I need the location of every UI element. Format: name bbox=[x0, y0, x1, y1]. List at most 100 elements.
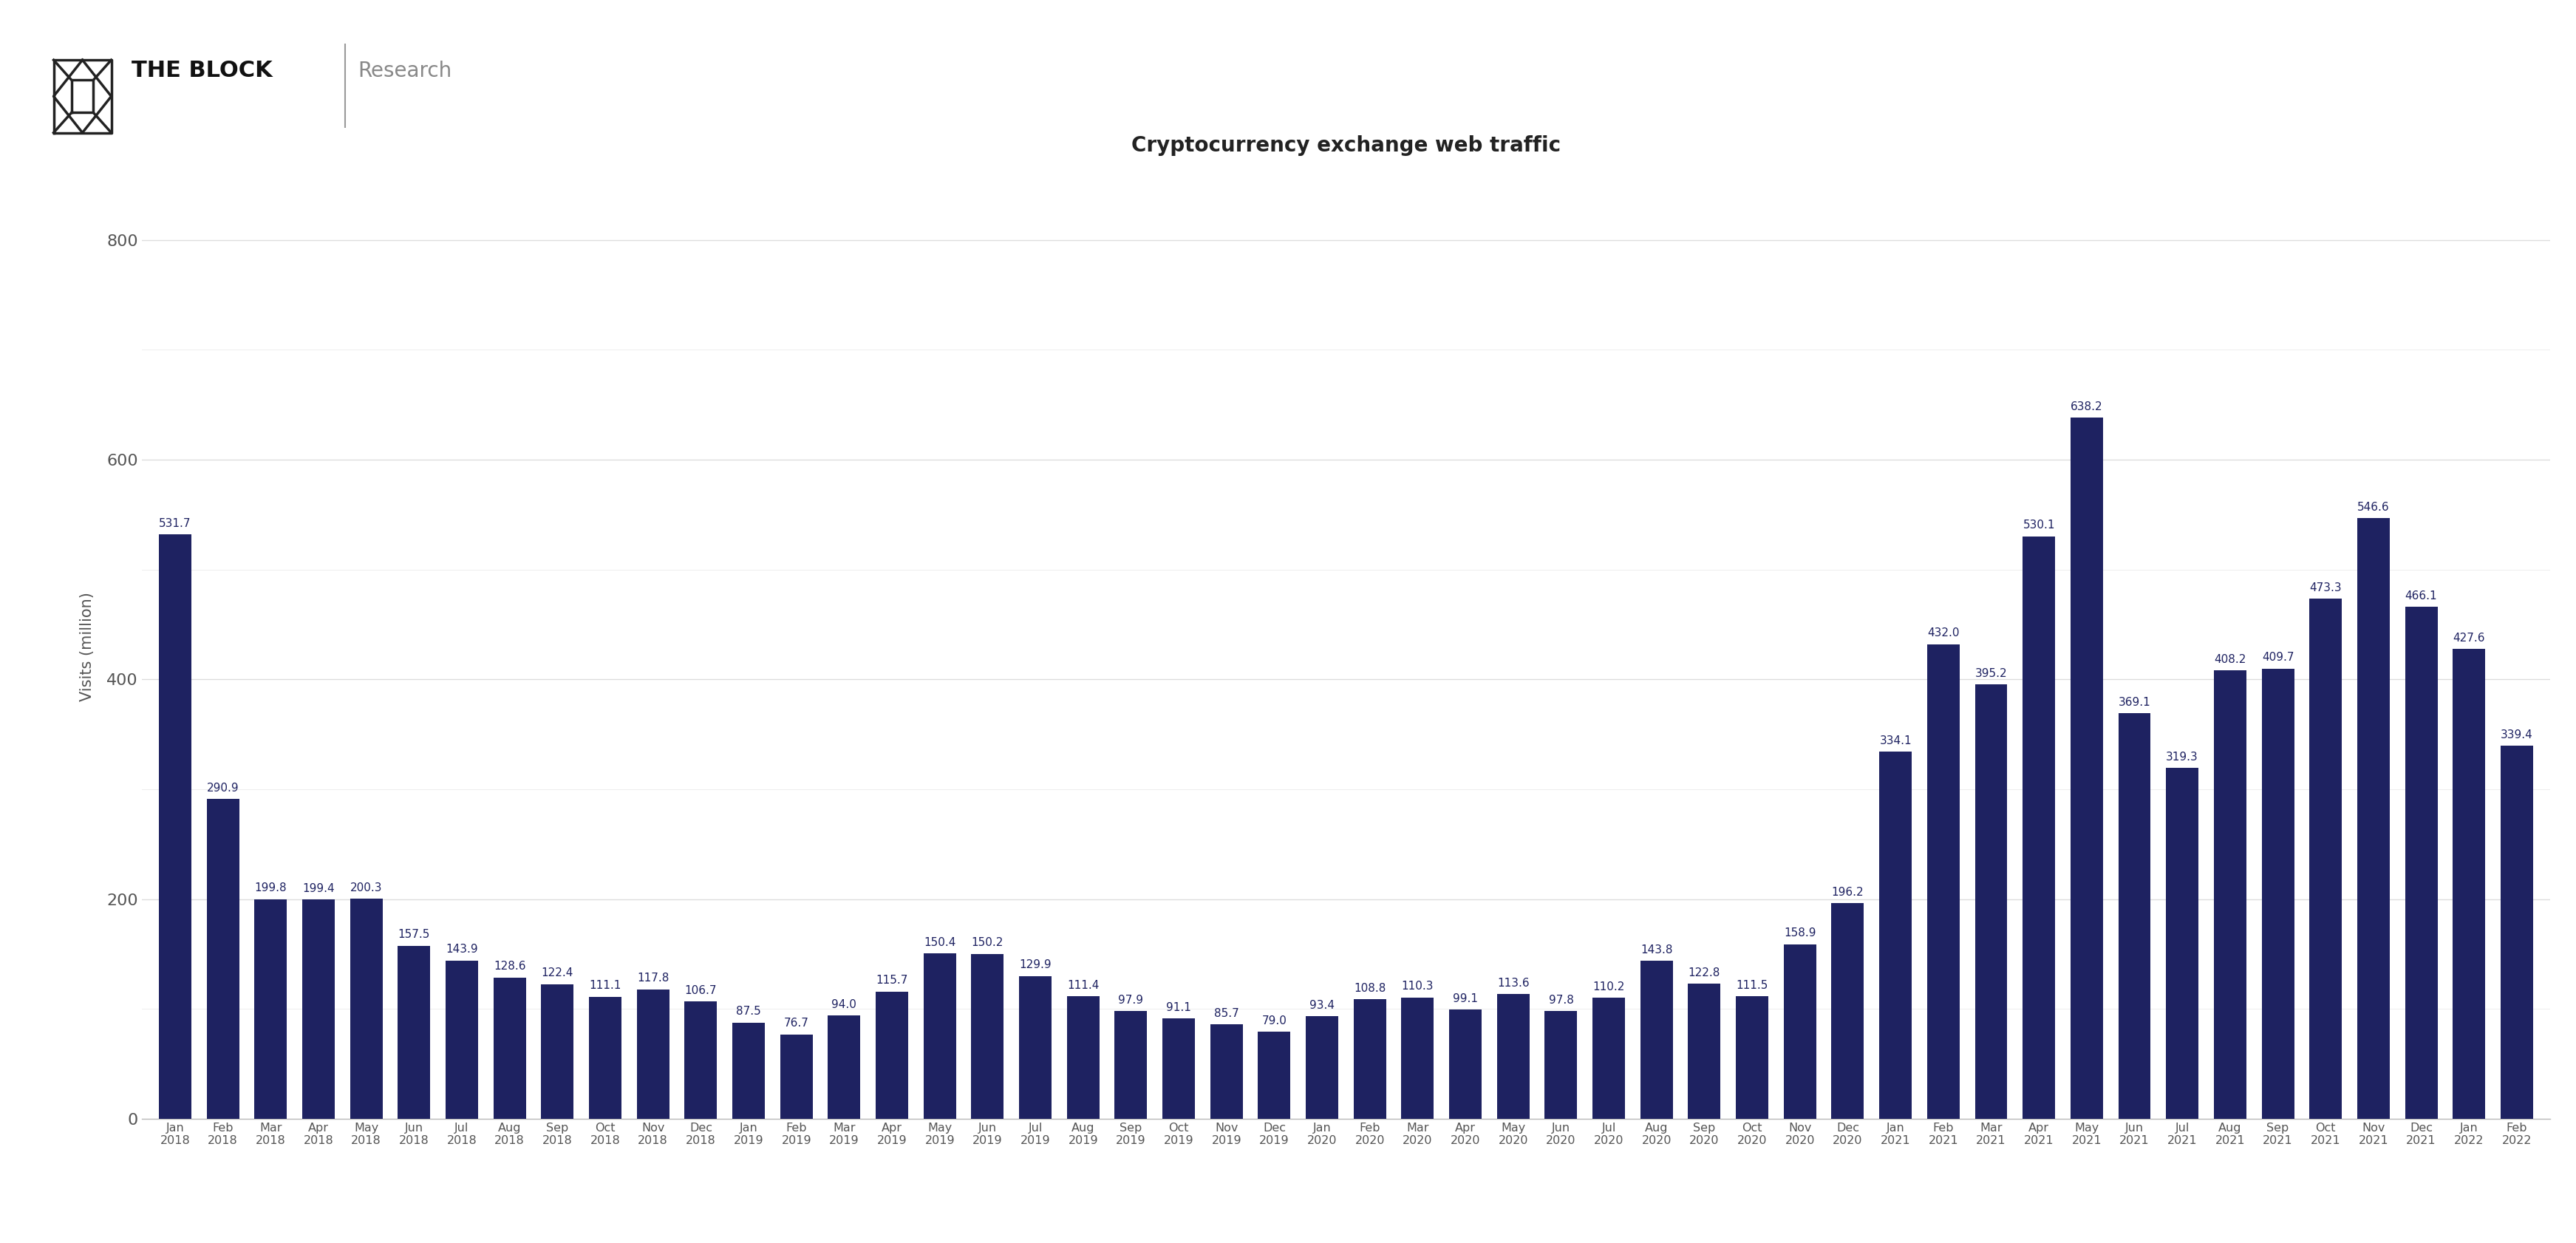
Text: 199.8: 199.8 bbox=[255, 883, 286, 894]
Bar bbox=[397, 946, 430, 1119]
Text: 143.8: 143.8 bbox=[1641, 945, 1672, 956]
Text: Research: Research bbox=[358, 61, 453, 81]
Bar bbox=[876, 992, 909, 1119]
Text: 128.6: 128.6 bbox=[495, 961, 526, 972]
Bar bbox=[1641, 961, 1672, 1119]
Text: 111.4: 111.4 bbox=[1066, 979, 1100, 991]
Text: 110.3: 110.3 bbox=[1401, 981, 1435, 992]
Text: 200.3: 200.3 bbox=[350, 883, 381, 894]
Text: 79.0: 79.0 bbox=[1262, 1016, 1288, 1027]
Bar bbox=[2022, 537, 2056, 1119]
Bar bbox=[1687, 983, 1721, 1119]
Text: 339.4: 339.4 bbox=[2501, 730, 2532, 741]
Text: 94.0: 94.0 bbox=[832, 999, 858, 1011]
Text: 143.9: 143.9 bbox=[446, 943, 479, 955]
Bar bbox=[2357, 518, 2391, 1119]
Text: 199.4: 199.4 bbox=[301, 883, 335, 894]
Bar bbox=[1450, 1009, 1481, 1119]
Text: 531.7: 531.7 bbox=[160, 518, 191, 530]
Text: 106.7: 106.7 bbox=[685, 984, 716, 996]
Text: 473.3: 473.3 bbox=[2311, 582, 2342, 593]
Bar bbox=[781, 1034, 811, 1119]
Bar bbox=[2308, 599, 2342, 1119]
Text: THE BLOCK: THE BLOCK bbox=[131, 60, 273, 82]
Text: 157.5: 157.5 bbox=[399, 929, 430, 940]
Bar bbox=[971, 953, 1005, 1119]
Bar bbox=[2452, 649, 2486, 1119]
Text: 113.6: 113.6 bbox=[1497, 977, 1530, 988]
Bar bbox=[1257, 1032, 1291, 1119]
Text: 87.5: 87.5 bbox=[737, 1006, 760, 1017]
Text: 111.5: 111.5 bbox=[1736, 979, 1767, 991]
Bar bbox=[255, 899, 286, 1119]
Text: 290.9: 290.9 bbox=[206, 783, 240, 794]
Text: 108.8: 108.8 bbox=[1355, 983, 1386, 993]
Bar bbox=[1306, 1016, 1340, 1119]
Bar bbox=[301, 900, 335, 1119]
Bar bbox=[732, 1023, 765, 1119]
Text: 427.6: 427.6 bbox=[2452, 633, 2486, 644]
Bar bbox=[1592, 998, 1625, 1119]
Bar bbox=[1497, 994, 1530, 1119]
Text: 93.4: 93.4 bbox=[1309, 999, 1334, 1011]
Bar bbox=[2213, 670, 2246, 1119]
Text: 466.1: 466.1 bbox=[2406, 590, 2437, 602]
Text: 76.7: 76.7 bbox=[783, 1018, 809, 1029]
Y-axis label: Visits (million): Visits (million) bbox=[80, 592, 95, 701]
Text: 97.9: 97.9 bbox=[1118, 994, 1144, 1006]
Text: 395.2: 395.2 bbox=[1976, 667, 2007, 679]
Bar bbox=[2406, 607, 2437, 1119]
Text: 530.1: 530.1 bbox=[2022, 520, 2056, 531]
Bar bbox=[1401, 998, 1435, 1119]
Bar bbox=[636, 989, 670, 1119]
Bar bbox=[2501, 746, 2532, 1119]
Bar bbox=[1020, 976, 1051, 1119]
Bar bbox=[206, 799, 240, 1119]
Bar bbox=[1783, 945, 1816, 1119]
Text: 91.1: 91.1 bbox=[1167, 1002, 1190, 1013]
Bar bbox=[1162, 1018, 1195, 1119]
Text: 111.1: 111.1 bbox=[590, 979, 621, 991]
Bar bbox=[1880, 752, 1911, 1119]
Text: 97.8: 97.8 bbox=[1548, 994, 1574, 1006]
Text: 115.7: 115.7 bbox=[876, 975, 907, 986]
Text: 432.0: 432.0 bbox=[1927, 628, 1960, 639]
Text: 638.2: 638.2 bbox=[2071, 401, 2102, 413]
Bar bbox=[1736, 996, 1767, 1119]
Bar bbox=[1832, 904, 1865, 1119]
Bar bbox=[2117, 713, 2151, 1119]
Bar bbox=[1211, 1024, 1242, 1119]
Text: 129.9: 129.9 bbox=[1020, 960, 1051, 971]
Text: 122.4: 122.4 bbox=[541, 967, 574, 978]
Text: 117.8: 117.8 bbox=[636, 973, 670, 983]
Bar bbox=[1066, 997, 1100, 1119]
Bar bbox=[446, 961, 479, 1119]
Bar bbox=[2071, 418, 2102, 1119]
Bar bbox=[2166, 768, 2197, 1119]
Bar bbox=[160, 534, 191, 1119]
Text: 110.2: 110.2 bbox=[1592, 981, 1625, 992]
Text: 196.2: 196.2 bbox=[1832, 886, 1865, 897]
Text: 158.9: 158.9 bbox=[1785, 927, 1816, 938]
Bar bbox=[1927, 644, 1960, 1119]
Title: Cryptocurrency exchange web traffic: Cryptocurrency exchange web traffic bbox=[1131, 135, 1561, 155]
Text: 319.3: 319.3 bbox=[2166, 751, 2197, 762]
Text: 150.4: 150.4 bbox=[925, 937, 956, 948]
Text: 369.1: 369.1 bbox=[2117, 696, 2151, 707]
Text: 409.7: 409.7 bbox=[2262, 653, 2293, 664]
Bar bbox=[541, 984, 574, 1119]
Bar bbox=[827, 1016, 860, 1119]
Text: 122.8: 122.8 bbox=[1687, 967, 1721, 978]
Text: 408.2: 408.2 bbox=[2213, 654, 2246, 665]
Text: 334.1: 334.1 bbox=[1880, 735, 1911, 746]
Bar bbox=[350, 899, 381, 1119]
Text: 85.7: 85.7 bbox=[1213, 1008, 1239, 1019]
Bar bbox=[1352, 999, 1386, 1119]
Text: 99.1: 99.1 bbox=[1453, 993, 1479, 1004]
Text: 546.6: 546.6 bbox=[2357, 502, 2391, 513]
Bar bbox=[1976, 685, 2007, 1119]
Text: 150.2: 150.2 bbox=[971, 937, 1005, 948]
Bar bbox=[590, 997, 621, 1119]
Bar bbox=[495, 977, 526, 1119]
Bar bbox=[1546, 1012, 1577, 1119]
